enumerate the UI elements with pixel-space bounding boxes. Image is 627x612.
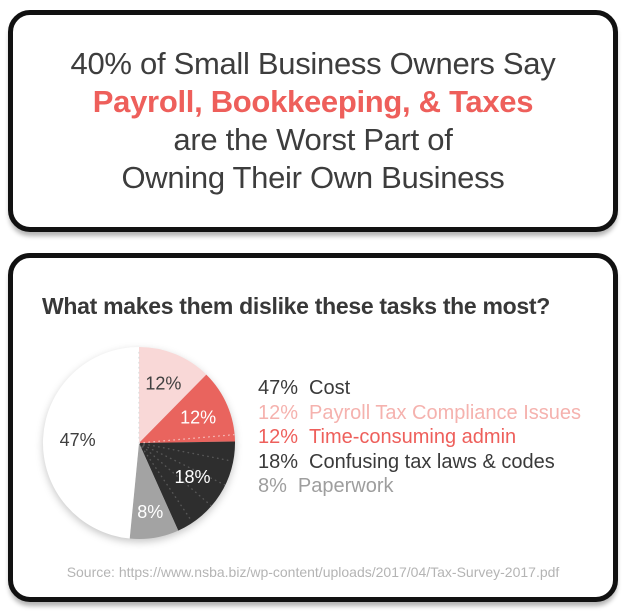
legend-percent: 12% (258, 426, 299, 448)
pie-separator-line (138, 442, 193, 523)
pie-slice (139, 441, 236, 531)
legend-item: 47% Cost (258, 376, 581, 401)
headline-card: 40% of Small Business Owners Say Payroll… (8, 10, 618, 232)
headline-line-1: 40% of Small Business Owners Say (70, 46, 556, 81)
pie-separator-line (138, 434, 235, 444)
pie-slice (129, 443, 179, 540)
pie-slice (139, 347, 207, 443)
legend-percent: 12% (258, 401, 299, 424)
pie-slice (42, 347, 140, 539)
pie-slice-label: 12% (145, 374, 181, 394)
chart-legend: 47% Cost 12% Payroll Tax Compliance Issues 1… (258, 376, 581, 499)
legend-percent: 47% (258, 377, 299, 399)
pie-slice-label: 18% (174, 467, 210, 487)
pie-separator-line (138, 442, 233, 462)
legend-label: Time-consuming admin (309, 426, 517, 448)
pie-slice-label: 12% (180, 408, 216, 428)
pie-chart: 12% 12% 18% 8% 47% (42, 347, 236, 540)
pie-separator-line (138, 442, 212, 507)
legend-item: 8% Paperwork (258, 474, 581, 499)
headline-line-3: are the Worst Part of (173, 122, 453, 157)
legend-percent: 18% (258, 450, 299, 473)
legend-label: Confusing tax laws & codes (309, 450, 555, 473)
source-text: Source: https://www.nsba.biz/wp-content/… (66, 564, 560, 580)
pie-slice (139, 374, 235, 443)
pie-separator-line (138, 442, 226, 486)
legend-label: Payroll Tax Compliance Issues (309, 401, 582, 424)
legend-item: 18% Confusing tax laws & codes (258, 450, 581, 475)
legend-percent: 8% (258, 475, 287, 497)
chart-title: What makes them dislike these tasks the … (42, 293, 551, 319)
pie-slice-label: 47% (60, 430, 96, 450)
legend-item: 12% Payroll Tax Compliance Issues (258, 401, 581, 426)
pie-slice-label: 8% (137, 502, 163, 522)
legend-label: Paperwork (297, 475, 394, 497)
chart-card: What makes them dislike these tasks the … (8, 253, 618, 602)
legend-label: Cost (309, 377, 351, 399)
legend-item: 12% Time-consuming admin (258, 425, 581, 450)
headline-line-2: Payroll, Bookkeeping, & Taxes (92, 84, 534, 119)
headline: 40% of Small Business Owners Say Payroll… (13, 45, 613, 197)
headline-line-4: Owning Their Own Business (121, 160, 505, 195)
